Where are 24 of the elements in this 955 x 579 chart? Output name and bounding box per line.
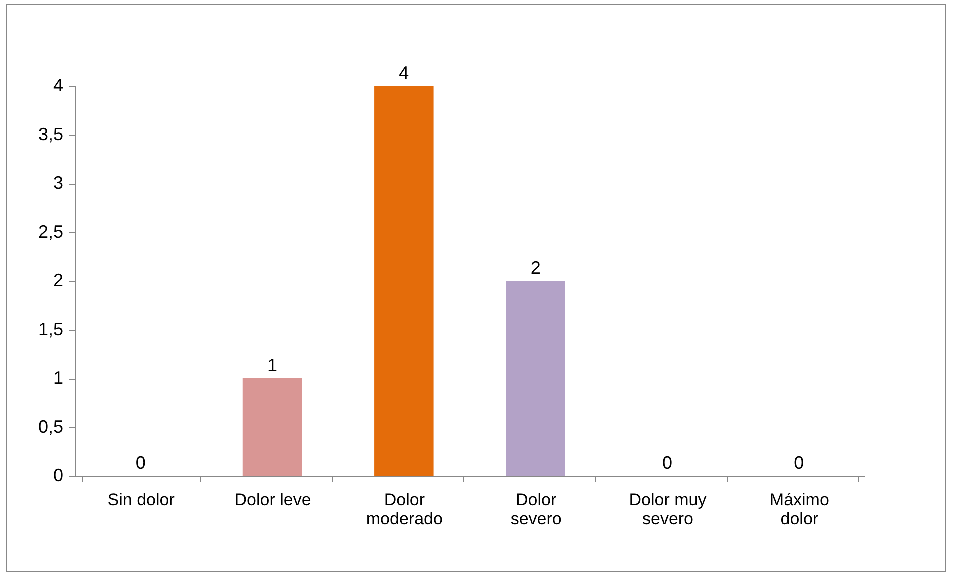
y-tick-label: 3	[53, 173, 64, 193]
x-tick-label: Dolor leve	[234, 490, 312, 510]
y-tick-label: 2	[53, 270, 64, 290]
x-tick-label: Sin dolor	[108, 490, 176, 510]
y-tick-label: 3,5	[38, 124, 64, 144]
x-tick-label: Dolor muy severo	[629, 490, 708, 528]
x-tick-label: Dolor severo	[510, 490, 562, 528]
x-tick-label: Máximo dolor	[770, 490, 830, 528]
x-tick-label: Dolor moderado	[366, 490, 443, 528]
y-tick-label: 1	[53, 368, 64, 388]
y-tick-label: 0	[53, 466, 64, 486]
data-label: 4	[399, 63, 410, 83]
bar	[374, 86, 434, 476]
data-label: 0	[794, 453, 804, 473]
y-tick-label: 1,5	[38, 319, 64, 340]
data-label: 0	[662, 453, 673, 473]
bar	[506, 281, 566, 476]
y-tick-label: 4	[53, 76, 64, 96]
data-label: 1	[267, 356, 278, 376]
data-label: 2	[530, 258, 541, 278]
y-tick-label: 2,5	[38, 222, 64, 242]
y-tick-label: 0,5	[38, 416, 64, 437]
bar	[242, 378, 302, 476]
data-label: 0	[136, 453, 146, 473]
